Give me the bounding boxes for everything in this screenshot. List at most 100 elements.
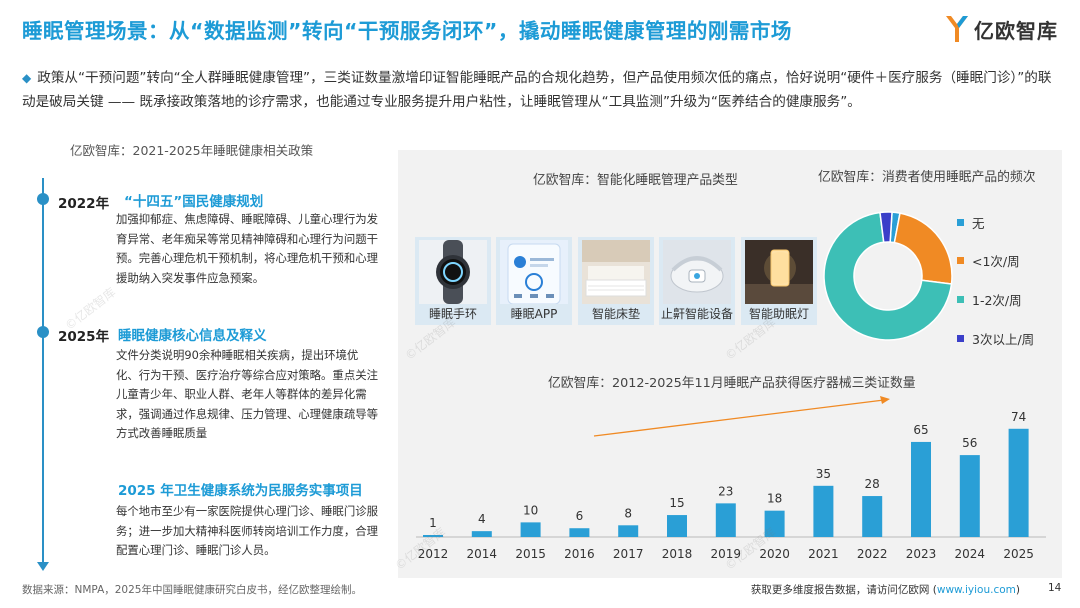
bar bbox=[764, 510, 785, 537]
product-label: 睡眠APP bbox=[510, 307, 558, 321]
smart-mattress-icon bbox=[582, 240, 650, 304]
bar bbox=[423, 535, 443, 537]
frequency-caption: 亿欧智库：消费者使用睡眠产品的频次 bbox=[818, 170, 1036, 185]
bar bbox=[667, 515, 687, 537]
logo-text: 亿欧智库 bbox=[974, 18, 1058, 43]
bar-value-label: 18 bbox=[767, 492, 782, 506]
legend-swatch bbox=[957, 219, 964, 226]
product-label: 止鼾智能设备 bbox=[660, 307, 733, 321]
x-tick-label: 2021 bbox=[808, 547, 839, 561]
product-label: 智能助眠灯 bbox=[748, 307, 809, 321]
legend-label: 1-2次/周 bbox=[972, 293, 1022, 308]
product-card: 智能床垫 bbox=[578, 237, 654, 325]
bar-value-label: 28 bbox=[865, 477, 880, 491]
bar bbox=[715, 503, 736, 537]
bar-value-label: 56 bbox=[962, 436, 977, 450]
bar bbox=[813, 485, 834, 537]
frequency-donut-chart bbox=[823, 211, 953, 341]
x-tick-label: 2020 bbox=[759, 547, 790, 561]
legend-item: <1次/周 bbox=[957, 251, 1020, 270]
trend-arrow-head-icon bbox=[880, 396, 890, 404]
intro-text: 政策从“干预问题”转向“全人群睡眠健康管理”，三类证数量激增印证智能睡眠产品的合… bbox=[22, 70, 1052, 110]
timeline-line bbox=[42, 178, 44, 564]
x-tick-label: 2017 bbox=[613, 547, 644, 561]
bar-value-label: 74 bbox=[1011, 410, 1026, 424]
policy-year: 2025年 bbox=[58, 329, 110, 345]
page-number: 14 bbox=[1048, 582, 1062, 594]
policy-title: “十四五”国民健康规划 bbox=[124, 194, 264, 210]
bar bbox=[862, 496, 883, 537]
bar-value-label: 15 bbox=[669, 496, 684, 510]
policy-title: 睡眠健康核心信息及释义 bbox=[118, 328, 267, 344]
legend-swatch bbox=[957, 257, 964, 264]
bar-value-label: 10 bbox=[523, 503, 538, 517]
footer-more-suffix: ) bbox=[1015, 584, 1020, 596]
bar bbox=[959, 455, 980, 537]
product-card: 止鼾智能设备 bbox=[659, 237, 735, 325]
x-tick-label: 2018 bbox=[662, 547, 693, 561]
footer-more-info: 获取更多维度报告数据，请访问亿欧网 (www.iyiou.com) bbox=[751, 582, 1020, 597]
logo: 亿欧智库 bbox=[944, 14, 1058, 44]
policy-body: 每个地市至少有一家医院提供心理门诊、睡眠门诊服务；进一步加大精神科医师转岗培训工… bbox=[116, 504, 378, 557]
legend-swatch bbox=[957, 296, 964, 303]
x-tick-label: 2022 bbox=[857, 547, 888, 561]
intro-paragraph: ◆ 政策从“干预问题”转向“全人群睡眠健康管理”，三类证数量激增印证智能睡眠产品的… bbox=[22, 66, 1062, 114]
product-card: 智能助眠灯 bbox=[741, 237, 817, 325]
legend-label: 3次以上/周 bbox=[972, 332, 1035, 347]
x-tick-label: 2012 bbox=[418, 547, 449, 561]
certificate-bar-chart: 1 2012 4 2014 10 2015 6 2016 8 2017 15 2018 23 2019 18… bbox=[416, 396, 1046, 561]
bar bbox=[618, 525, 639, 537]
footer-more-text: 获取更多维度报告数据，请访问亿欧网 ( bbox=[750, 584, 937, 596]
x-tick-label: 2014 bbox=[467, 547, 498, 561]
bar bbox=[471, 531, 492, 537]
bar-value-label: 1 bbox=[429, 516, 437, 530]
legend-swatch bbox=[957, 335, 964, 342]
donut-slice bbox=[879, 211, 893, 244]
smart-band-icon bbox=[419, 240, 487, 304]
policy-caption: 亿欧智库：2021-2025年睡眠健康相关政策 bbox=[70, 143, 314, 158]
legend-label: 无 bbox=[972, 216, 985, 231]
policy-body: 文件分类说明90余种睡眠相关疾病，提出环境优化、行为干预、医疗治疗等综合应对策略… bbox=[116, 348, 378, 440]
donut-slice bbox=[893, 212, 953, 285]
legend-item: 无 bbox=[957, 213, 985, 232]
bar bbox=[569, 528, 590, 537]
yiou-logo-icon bbox=[946, 16, 968, 42]
timeline-dot bbox=[37, 326, 49, 338]
donut-slice bbox=[823, 211, 953, 341]
legend-label: <1次/周 bbox=[972, 254, 1020, 269]
bar-value-label: 35 bbox=[816, 467, 831, 481]
product-label: 智能床垫 bbox=[591, 307, 640, 321]
policy-body: 加强抑郁症、焦虑障碍、睡眠障碍、儿童心理行为发育异常、老年痴呆等常见精神障碍和心… bbox=[116, 212, 378, 285]
product-card: 睡眠手环 bbox=[415, 237, 491, 325]
data-source-note: 数据来源：NMPA，2025年中国睡眠健康研究白皮书，经亿欧整理绘制。 bbox=[22, 584, 362, 596]
product-card: 睡眠APP bbox=[496, 237, 572, 325]
bar-value-label: 23 bbox=[718, 484, 733, 498]
timeline-dot bbox=[37, 193, 49, 205]
bar bbox=[1008, 428, 1029, 537]
page-title: 睡眠管理场景：从“数据监测”转向“干预服务闭环”，撬动睡眠健康管理的刚需市场 bbox=[22, 19, 792, 43]
x-tick-label: 2019 bbox=[711, 547, 742, 561]
bar bbox=[520, 522, 541, 537]
legend-item: 1-2次/周 bbox=[957, 290, 1022, 309]
x-tick-label: 2024 bbox=[955, 547, 986, 561]
product-label: 睡眠手环 bbox=[428, 307, 477, 321]
policy-year: 2022年 bbox=[58, 196, 110, 212]
bar-value-label: 8 bbox=[624, 506, 632, 520]
x-tick-label: 2023 bbox=[906, 547, 937, 561]
bar bbox=[911, 441, 931, 537]
diamond-bullet-icon: ◆ bbox=[22, 71, 32, 85]
legend-item: 3次以上/周 bbox=[957, 329, 1034, 348]
bar-chart-title: 亿欧智库：2012-2025年11月睡眠产品获得医疗器械三类证数量 bbox=[548, 376, 916, 391]
x-tick-label: 2025 bbox=[1003, 547, 1034, 561]
timeline-arrow-icon bbox=[37, 562, 49, 571]
anti-snore-device-icon bbox=[663, 240, 731, 304]
trend-arrow-line bbox=[593, 399, 885, 437]
iyiou-link[interactable]: www.iyiou.com bbox=[936, 584, 1016, 596]
policy-title: 2025 年卫生健康系统为民服务实事项目 bbox=[118, 483, 363, 499]
bar-value-label: 6 bbox=[576, 509, 584, 523]
bar-value-label: 65 bbox=[913, 423, 928, 437]
products-caption: 亿欧智库：智能化睡眠管理产品类型 bbox=[533, 173, 738, 188]
x-tick-label: 2015 bbox=[515, 547, 546, 561]
x-tick-label: 2016 bbox=[564, 547, 595, 561]
sleep-lamp-icon bbox=[745, 240, 813, 304]
